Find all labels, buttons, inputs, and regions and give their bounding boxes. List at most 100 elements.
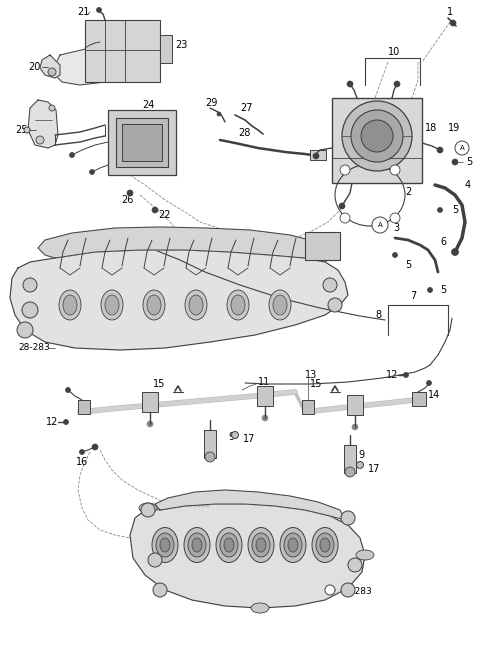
Text: 9: 9 xyxy=(228,432,234,442)
Circle shape xyxy=(262,415,268,421)
Circle shape xyxy=(152,207,158,213)
Polygon shape xyxy=(55,48,118,85)
Ellipse shape xyxy=(316,533,334,557)
Polygon shape xyxy=(38,227,335,262)
Bar xyxy=(204,430,216,458)
Text: 14: 14 xyxy=(428,390,440,400)
Ellipse shape xyxy=(256,538,266,552)
Text: 5: 5 xyxy=(405,260,411,270)
Text: 19: 19 xyxy=(448,123,460,133)
Ellipse shape xyxy=(269,290,291,320)
Text: 17: 17 xyxy=(368,464,380,474)
Ellipse shape xyxy=(63,295,77,315)
Ellipse shape xyxy=(188,533,206,557)
Circle shape xyxy=(328,298,342,312)
Text: 10: 10 xyxy=(388,47,400,57)
Text: 18: 18 xyxy=(425,123,437,133)
Bar xyxy=(116,118,168,167)
Ellipse shape xyxy=(59,290,81,320)
Circle shape xyxy=(147,421,153,427)
Text: 20: 20 xyxy=(28,62,40,72)
Ellipse shape xyxy=(220,533,238,557)
Ellipse shape xyxy=(288,538,298,552)
Bar xyxy=(347,395,363,415)
Text: 1: 1 xyxy=(447,7,453,17)
Circle shape xyxy=(347,81,353,87)
Ellipse shape xyxy=(192,538,202,552)
Circle shape xyxy=(49,105,55,111)
Ellipse shape xyxy=(156,533,174,557)
Circle shape xyxy=(339,203,345,209)
Ellipse shape xyxy=(189,295,203,315)
Circle shape xyxy=(341,583,355,597)
Circle shape xyxy=(428,288,432,293)
Bar xyxy=(257,386,273,406)
Text: 5: 5 xyxy=(440,285,446,295)
Polygon shape xyxy=(28,100,58,148)
Text: 28-283: 28-283 xyxy=(18,344,50,353)
Polygon shape xyxy=(130,504,365,608)
Circle shape xyxy=(65,387,71,393)
Text: 15: 15 xyxy=(310,379,323,389)
Text: 26: 26 xyxy=(121,195,133,205)
Circle shape xyxy=(394,81,400,87)
Circle shape xyxy=(352,424,358,430)
Circle shape xyxy=(340,165,350,175)
Polygon shape xyxy=(155,490,345,520)
Circle shape xyxy=(217,112,221,116)
Circle shape xyxy=(357,462,363,469)
Circle shape xyxy=(348,558,362,572)
Text: 7: 7 xyxy=(410,291,416,301)
Polygon shape xyxy=(40,55,60,78)
Text: 5: 5 xyxy=(452,205,458,215)
Ellipse shape xyxy=(284,533,302,557)
Bar xyxy=(122,124,162,161)
Circle shape xyxy=(92,444,98,450)
Bar xyxy=(78,400,90,414)
Circle shape xyxy=(24,127,30,133)
Ellipse shape xyxy=(152,527,178,563)
Text: 16: 16 xyxy=(76,457,88,467)
Bar xyxy=(305,232,340,260)
Text: 23: 23 xyxy=(175,40,187,50)
Bar xyxy=(332,98,422,183)
Ellipse shape xyxy=(273,295,287,315)
Circle shape xyxy=(205,452,215,462)
Circle shape xyxy=(23,278,37,292)
Text: 13: 13 xyxy=(305,370,317,380)
Circle shape xyxy=(437,207,443,213)
Text: 4: 4 xyxy=(465,180,471,190)
Circle shape xyxy=(325,585,335,595)
Text: 3: 3 xyxy=(393,223,399,233)
Ellipse shape xyxy=(185,290,207,320)
Text: 29: 29 xyxy=(205,98,217,108)
Text: 25: 25 xyxy=(15,125,27,135)
Circle shape xyxy=(17,322,33,338)
Ellipse shape xyxy=(105,295,119,315)
Circle shape xyxy=(36,136,44,144)
Text: 9: 9 xyxy=(358,450,364,460)
Bar xyxy=(108,110,176,175)
Ellipse shape xyxy=(231,295,245,315)
Text: 24: 24 xyxy=(142,100,155,110)
Circle shape xyxy=(390,213,400,223)
Circle shape xyxy=(452,248,458,256)
Circle shape xyxy=(340,213,350,223)
Text: 15: 15 xyxy=(153,379,166,389)
Circle shape xyxy=(404,372,408,378)
Ellipse shape xyxy=(248,527,274,563)
Circle shape xyxy=(342,101,412,171)
Circle shape xyxy=(372,217,388,233)
Text: 2: 2 xyxy=(405,187,411,197)
Circle shape xyxy=(351,110,403,162)
Circle shape xyxy=(141,503,155,517)
Ellipse shape xyxy=(216,527,242,563)
Circle shape xyxy=(452,159,458,165)
Circle shape xyxy=(89,170,95,175)
Bar xyxy=(142,392,158,412)
Circle shape xyxy=(48,68,56,76)
Ellipse shape xyxy=(312,527,338,563)
Ellipse shape xyxy=(356,550,374,560)
Text: 5: 5 xyxy=(466,157,472,167)
Circle shape xyxy=(127,190,133,196)
